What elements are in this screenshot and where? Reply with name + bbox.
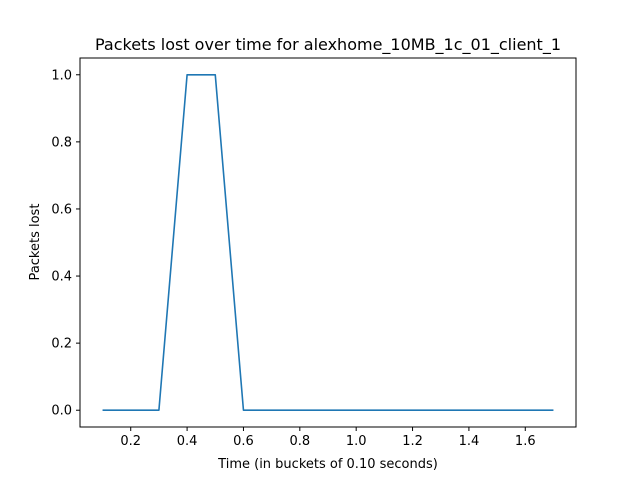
x-tick-label: 0.4 xyxy=(177,434,198,449)
chart-title: Packets lost over time for alexhome_10MB… xyxy=(95,35,561,55)
y-tick-label: 0.8 xyxy=(51,135,72,150)
y-tick-label: 1.0 xyxy=(51,68,72,83)
y-tick-label: 0.2 xyxy=(51,337,72,352)
x-tick-label: 1.6 xyxy=(515,434,536,449)
y-tick-label: 0.6 xyxy=(51,202,72,217)
x-tick-label: 1.0 xyxy=(346,434,367,449)
x-tick-label: 1.2 xyxy=(402,434,423,449)
axes-frame xyxy=(79,57,577,428)
x-tick-label: 0.8 xyxy=(289,434,310,449)
x-tick-label: 1.4 xyxy=(459,434,480,449)
x-tick-label: 0.6 xyxy=(233,434,254,449)
series-line-packets-lost xyxy=(102,73,554,412)
plot-area xyxy=(79,57,577,428)
y-tick-label: 0.4 xyxy=(51,270,72,285)
y-axis: 0.0 0.2 0.4 0.6 0.8 1.0 xyxy=(51,68,80,419)
y-axis-label: Packets lost xyxy=(28,204,43,281)
series-layer xyxy=(102,73,554,412)
x-axis-label: Time (in buckets of 0.10 seconds) xyxy=(217,457,438,472)
y-tick-label: 0.0 xyxy=(51,404,72,419)
x-tick-label: 0.2 xyxy=(120,434,141,449)
x-axis: 0.2 0.4 0.6 0.8 1.0 1.2 1.4 1.6 xyxy=(120,427,536,449)
